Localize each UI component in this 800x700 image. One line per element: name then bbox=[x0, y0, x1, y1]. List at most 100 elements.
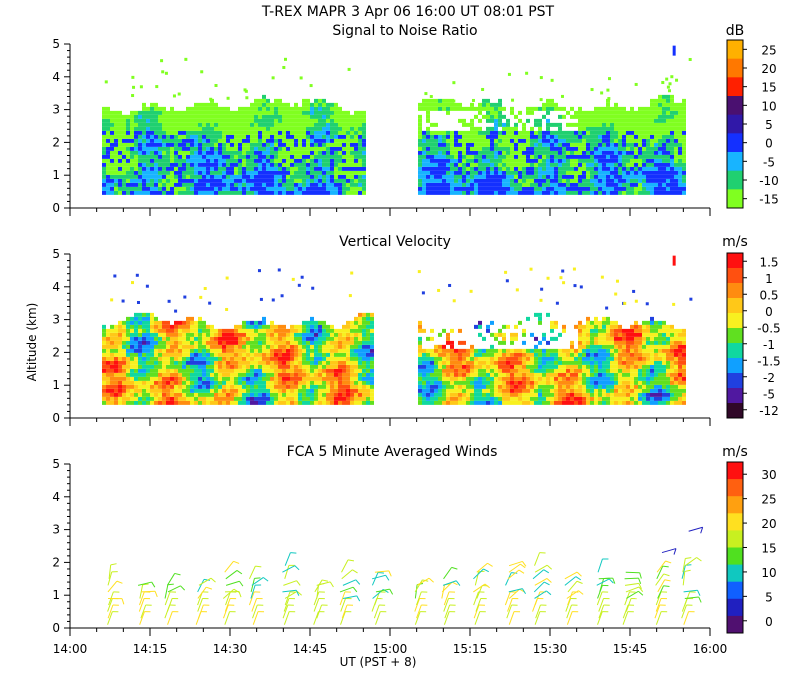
heatmap-cell bbox=[218, 356, 222, 361]
heatmap-cell bbox=[526, 170, 530, 175]
heatmap-cell bbox=[298, 396, 302, 401]
heatmap-cell bbox=[554, 170, 558, 175]
heatmap-cell bbox=[286, 190, 290, 195]
heatmap-cell bbox=[150, 320, 154, 325]
heatmap-cell bbox=[170, 106, 174, 111]
heatmap-cell bbox=[354, 324, 358, 329]
heatmap-cell bbox=[210, 364, 214, 369]
heatmap-cell bbox=[598, 174, 602, 179]
heatmap-cell bbox=[306, 166, 310, 171]
heatmap-cell bbox=[322, 328, 326, 333]
heatmap-cell bbox=[338, 178, 342, 183]
heatmap-cell bbox=[562, 150, 566, 155]
heatmap-cell bbox=[206, 162, 210, 167]
heatmap-cell bbox=[534, 162, 538, 167]
heatmap-cell bbox=[330, 182, 334, 187]
heatmap-cell bbox=[302, 122, 306, 127]
heatmap-cell bbox=[646, 106, 650, 111]
heatmap-cell bbox=[478, 384, 482, 389]
heatmap-cell bbox=[246, 134, 250, 139]
heatmap-cell bbox=[438, 396, 442, 401]
heatmap-cell bbox=[102, 142, 106, 147]
heatmap-cell bbox=[518, 138, 522, 143]
heatmap-cell bbox=[150, 400, 154, 405]
heatmap-cell bbox=[642, 126, 646, 131]
heatmap-cell bbox=[214, 348, 218, 353]
heatmap-cell bbox=[322, 182, 326, 187]
heatmap-cell bbox=[478, 360, 482, 365]
heatmap-cell bbox=[550, 174, 554, 179]
heatmap-cell bbox=[590, 174, 594, 179]
heatmap-cell bbox=[462, 122, 466, 127]
heatmap-cell bbox=[426, 146, 430, 151]
heatmap-cell bbox=[526, 166, 530, 171]
heatmap-cell bbox=[362, 122, 366, 127]
heatmap-cell bbox=[290, 400, 294, 405]
heatmap-cell bbox=[434, 162, 438, 167]
heatmap-cell bbox=[138, 158, 142, 163]
heatmap-cell bbox=[614, 114, 618, 119]
heatmap-cell bbox=[150, 162, 154, 167]
heatmap-cell bbox=[138, 392, 142, 397]
heatmap-cell bbox=[362, 388, 366, 393]
heatmap-cell bbox=[426, 178, 430, 183]
heatmap-cell bbox=[638, 170, 642, 175]
heatmap-cell bbox=[670, 138, 674, 143]
heatmap-cell bbox=[354, 162, 358, 167]
heatmap-cell bbox=[238, 146, 242, 151]
heatmap-cell bbox=[258, 376, 262, 381]
heatmap-cell bbox=[134, 146, 138, 151]
heatmap-cell bbox=[486, 388, 490, 393]
heatmap-cell bbox=[134, 150, 138, 155]
heatmap-cell bbox=[162, 328, 166, 333]
heatmap-cell bbox=[122, 190, 126, 195]
heatmap-cell bbox=[442, 368, 446, 373]
heatmap-cell bbox=[118, 118, 122, 123]
heatmap-cell bbox=[454, 154, 458, 159]
heatmap-cell bbox=[482, 356, 486, 361]
heatmap-cell bbox=[166, 368, 170, 373]
heatmap-cell bbox=[102, 352, 106, 357]
heatmap-cell bbox=[134, 122, 138, 127]
heatmap-cell bbox=[606, 162, 610, 167]
heatmap-cell bbox=[498, 190, 502, 195]
heatmap-cell bbox=[210, 380, 214, 385]
heatmap-cell bbox=[478, 396, 482, 401]
heatmap-cell bbox=[618, 182, 622, 187]
heatmap-cell bbox=[130, 348, 134, 353]
heatmap-cell bbox=[542, 178, 546, 183]
heatmap-cell bbox=[578, 186, 582, 191]
heatmap-cell bbox=[466, 388, 470, 393]
heatmap-cell bbox=[202, 182, 206, 187]
heatmap-cell bbox=[466, 154, 470, 159]
heatmap-cell bbox=[286, 332, 290, 337]
heatmap-cell bbox=[290, 186, 294, 191]
heatmap-cell bbox=[478, 106, 482, 111]
heatmap-cell bbox=[250, 122, 254, 127]
heatmap-cell bbox=[318, 146, 322, 151]
heatmap-cell bbox=[262, 352, 266, 357]
heatmap-cell bbox=[254, 348, 258, 353]
heatmap-cell bbox=[326, 170, 330, 175]
heatmap-cell bbox=[274, 190, 278, 195]
heatmap-cell bbox=[530, 138, 534, 143]
heatmap-cell bbox=[322, 158, 326, 163]
heatmap-cell bbox=[626, 190, 630, 195]
heatmap-cell bbox=[138, 190, 142, 195]
heatmap-cell bbox=[134, 396, 138, 401]
heatmap-cell bbox=[246, 368, 250, 373]
heatmap-cell bbox=[670, 174, 674, 179]
heatmap-cell bbox=[322, 332, 326, 337]
heatmap-cell bbox=[218, 336, 222, 341]
heatmap-cell bbox=[602, 114, 606, 119]
heatmap-cell bbox=[574, 166, 578, 171]
heatmap-cell bbox=[190, 130, 194, 135]
heatmap-cell bbox=[250, 400, 254, 405]
heatmap-cell bbox=[670, 102, 674, 107]
heatmap-cell bbox=[678, 170, 682, 175]
heatmap-cell bbox=[658, 114, 662, 119]
heatmap-cell bbox=[302, 344, 306, 349]
heatmap-cell bbox=[682, 146, 686, 151]
heatmap-cell bbox=[154, 166, 158, 171]
